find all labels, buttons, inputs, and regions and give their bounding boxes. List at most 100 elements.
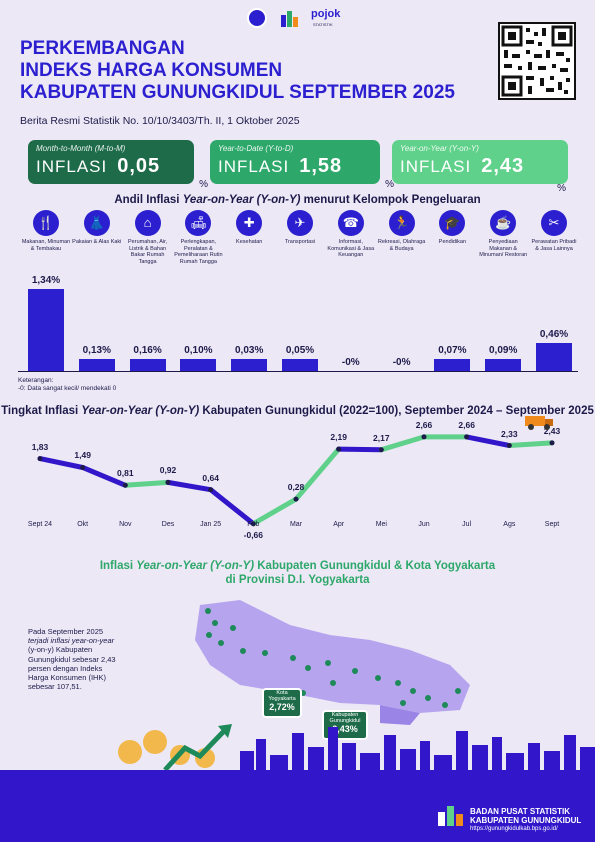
- reference-text: Berita Resmi Statistik No. 10/10/3403/Th…: [20, 115, 300, 127]
- category-label: Makanan, Minuman & Tembakau: [21, 239, 71, 252]
- map-pin-icon: [205, 608, 211, 614]
- ytd-unit: %: [385, 179, 394, 190]
- line-value-label: 0,64: [202, 472, 219, 483]
- category-3: 🛋 Perlengkapan, Peralatan & Pemeliharaan …: [173, 210, 223, 265]
- map-pin-icon: [300, 690, 306, 696]
- category-9: ☕ Penyediaan Makanan & Minuman/ Restoran: [478, 210, 528, 259]
- plane-icon: ✈: [287, 210, 313, 236]
- desc-line-3: (y-on-y) Kabupaten: [28, 645, 93, 655]
- line-point: [208, 487, 214, 493]
- bps-logo-icon: [281, 9, 303, 27]
- phone-icon: ☎: [337, 210, 364, 236]
- coins-growth-icon: [118, 724, 232, 772]
- qr-code-icon[interactable]: [498, 22, 576, 100]
- desc-line-5: persen dengan Indeks: [28, 663, 103, 673]
- bar-value-label: 0,10%: [184, 345, 213, 356]
- line-value-label: 2,66: [415, 419, 433, 430]
- mtm-value: 0,05: [117, 155, 161, 177]
- line-value-label: 1,83: [31, 441, 49, 452]
- house-icon: ⌂: [134, 210, 161, 236]
- ytd-word: INFLASI: [218, 157, 290, 176]
- map-pin-icon: [352, 668, 358, 674]
- month-label: Okt: [77, 521, 89, 528]
- desc-line-6: Harga Konsumen (IHK): [28, 673, 106, 683]
- map-title-b: Year-on-Year (Y-on-Y): [136, 560, 255, 572]
- footer-org: BADAN PUSAT STATISTIK KABUPATEN GUNUNGKI…: [470, 807, 581, 834]
- note-line-2: -0: Data sangat kecil/ mendekati 0: [18, 385, 117, 392]
- yoy-word: INFLASI: [400, 157, 472, 176]
- category-label: Kesehatan: [236, 239, 263, 245]
- month-label: Sept: [544, 521, 560, 528]
- category-label: Pakaian & Alas Kaki: [72, 239, 122, 245]
- health-icon: ✚: [236, 210, 263, 236]
- line-point: [506, 443, 512, 449]
- logo-sub: STATISTIK: [313, 22, 333, 27]
- note-line-1: Keterangan:: [18, 377, 54, 384]
- line-point: [378, 447, 384, 453]
- title-line-1: PERKEMBANGAN: [20, 38, 185, 59]
- map-title-a: Inflasi: [99, 560, 137, 572]
- city-skyline: [240, 727, 595, 773]
- yoy-line-chart: [37, 434, 555, 527]
- inflation-yoy-box: Year-on-Year (Y-on-Y) INFLASI 2,43 %: [392, 140, 568, 194]
- line-value-label: 2,19: [330, 432, 347, 443]
- line-segment: [464, 434, 512, 449]
- title-line-3: KABUPATEN GUNUNGKIDUL SEPTEMBER 2025: [20, 82, 455, 103]
- bar-value-label: 0,05%: [285, 345, 315, 356]
- bar-2: [129, 359, 166, 371]
- page-title: PERKEMBANGAN INDEKS HARGA KONSUMEN KABUP…: [20, 38, 455, 104]
- map-pin-icon: [230, 625, 236, 631]
- footer-url[interactable]: https://gunungkidulkab.bps.go.id/: [470, 826, 558, 832]
- line-segment: [336, 446, 384, 453]
- city2-value: 2,43%: [332, 724, 358, 734]
- line-value-label: 1,49: [74, 450, 91, 461]
- map-pin-icon: [325, 660, 331, 666]
- bar-value-label: 0,13%: [82, 345, 111, 356]
- month-label: Jan 25: [200, 521, 222, 528]
- category-label: Perlengkapan, Peralatan & Pemeliharaan R…: [174, 239, 223, 265]
- line-value-label: 2,17: [373, 432, 390, 443]
- andil-title-b: Year-on-Year (Y-on-Y): [182, 194, 301, 206]
- line-segment: [165, 479, 214, 493]
- city2-name: Kabupaten Gunungkidul: [329, 712, 361, 724]
- category-1: 👗 Pakaian & Alas Kaki: [72, 210, 122, 246]
- city1-value: 2,72%: [269, 702, 295, 712]
- andil-note: Keterangan: -0: Data sangat kecil/ mende…: [18, 377, 116, 393]
- category-label: Perumahan, Air, Listrik & Bahan Bakar Ru…: [128, 239, 168, 265]
- bar-5: [282, 359, 318, 371]
- category-10: ✂ Perawatan Pribadi & Jasa Lainnya: [529, 210, 579, 252]
- line-segment: [122, 479, 171, 488]
- line-value-label: 2,66: [458, 419, 475, 430]
- category-label: Perawatan Pribadi & Jasa Lainnya: [531, 239, 577, 252]
- bps-footer-logo-icon: [438, 804, 466, 826]
- category-label: Informasi, Komunikasi & Jasa Keuangan: [327, 239, 375, 258]
- month-label: Ags: [503, 521, 516, 528]
- category-label: Transportasi: [284, 239, 316, 245]
- andil-title-c: menurut Kelompok Pengeluaran: [300, 194, 481, 206]
- java-map: [195, 600, 470, 725]
- map-title: Inflasi Year-on-Year (Y-on-Y) Kabupaten …: [0, 560, 595, 572]
- footer-org-1: BADAN PUSAT STATISTIK: [470, 807, 570, 816]
- bar-value-label: 0,03%: [235, 345, 264, 356]
- ytd-label: Year-to-Date (Y-to-D): [218, 144, 294, 153]
- inflation-ytd-box: Year-to-Date (Y-to-D) INFLASI 1,58 %: [210, 140, 394, 190]
- bar-value-label: 0,16%: [133, 345, 162, 356]
- map-pin-icon: [240, 648, 246, 654]
- line-point: [122, 482, 128, 488]
- line-point: [464, 434, 470, 440]
- month-label: Des: [161, 521, 175, 528]
- running-icon: 🏃: [388, 210, 415, 236]
- month-label: Feb: [247, 521, 260, 528]
- line-segment: [250, 496, 299, 527]
- map-pin-icon: [305, 665, 311, 671]
- line-point: [250, 521, 256, 527]
- sofa-icon: 🛋: [185, 210, 212, 236]
- andil-title: Andil Inflasi Year-on-Year (Y-on-Y) menu…: [0, 194, 595, 206]
- logo-text: pojok: [311, 8, 341, 20]
- map-pin-icon: [455, 688, 461, 694]
- mtm-word: INFLASI: [36, 157, 108, 176]
- month-label: Sept 24: [27, 521, 53, 528]
- bar-value-label: 0,46%: [539, 328, 569, 340]
- map-description: Pada September 2025 terjadi inflasi year…: [28, 627, 128, 691]
- bar-value-label: 1,34%: [31, 274, 61, 286]
